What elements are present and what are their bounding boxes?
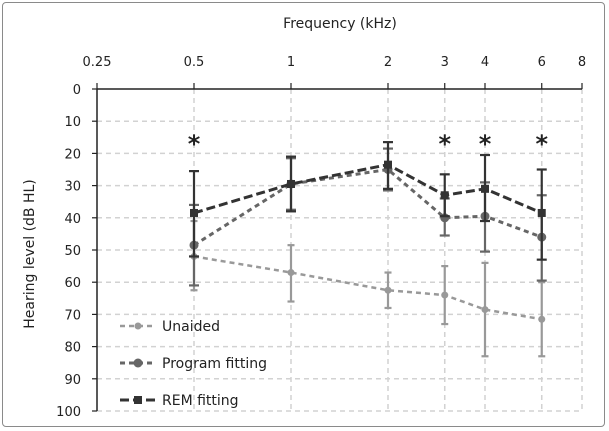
- y-tick-label: 50: [64, 244, 81, 259]
- y-tick-label: 10: [64, 115, 81, 130]
- x-tick-label: 6: [538, 55, 546, 70]
- series-line: [193, 167, 543, 247]
- significance-asterisk: *: [438, 130, 451, 158]
- x-tick-label: 0.25: [83, 55, 112, 70]
- axes: 0 10 20 30 40 50 60 70 80 90 100 0.25 0.5 1 2 3 4 6 8: [56, 55, 586, 420]
- y-tick-label: 60: [64, 276, 81, 291]
- x-tick-label: 8: [578, 55, 586, 70]
- significance-asterisk: *: [479, 130, 492, 158]
- significance-asterisk: *: [188, 130, 201, 158]
- series-line: [193, 255, 542, 321]
- data-point: [440, 191, 449, 200]
- x-tick-label: 3: [441, 55, 449, 70]
- y-tick-label: 70: [64, 308, 81, 323]
- data-point: [287, 269, 295, 277]
- legend-item: REM fitting: [120, 393, 239, 409]
- data-point: [384, 286, 392, 294]
- significance-markers: * * * *: [188, 130, 549, 158]
- chart-frame: [2, 2, 605, 427]
- data-point: [287, 179, 295, 188]
- series-rem-fitting: [189, 141, 547, 261]
- series-layer: [189, 141, 547, 358]
- x-tick-label: 4: [481, 55, 489, 70]
- y-tick-label: 80: [64, 341, 81, 356]
- data-point: [481, 306, 489, 314]
- data-point: [538, 315, 546, 323]
- y-tick-label: 0: [73, 83, 81, 98]
- series-line: [193, 163, 543, 215]
- legend-item: Unaided: [120, 319, 220, 335]
- data-point: [537, 208, 546, 217]
- y-tick-label: 90: [64, 373, 81, 388]
- data-point: [481, 184, 489, 193]
- legend-label: REM fitting: [162, 393, 239, 409]
- legend-swatch-marker: [133, 358, 143, 368]
- series-unaided: [190, 219, 546, 358]
- y-tick-label: 100: [56, 405, 81, 420]
- legend-item: Program fitting: [120, 356, 267, 372]
- x-tick-label: 1: [287, 55, 295, 70]
- data-point: [441, 291, 449, 299]
- legend-swatch-marker: [134, 322, 142, 330]
- y-tick-label: 40: [64, 212, 81, 227]
- legend-swatch-marker: [134, 396, 142, 404]
- x-tick-label: 2: [384, 55, 392, 70]
- y-axis-title: Hearing level (dB HL): [22, 179, 38, 329]
- data-point: [384, 160, 392, 169]
- significance-asterisk: *: [535, 130, 548, 158]
- x-axis-title: Frequency (kHz): [283, 16, 397, 32]
- legend-label: Unaided: [162, 319, 220, 335]
- legend-label: Program fitting: [162, 356, 267, 372]
- y-tick-label: 30: [64, 180, 81, 195]
- x-tick-label: 0.5: [184, 55, 205, 70]
- legend: Unaided Program fitting REM fitting: [120, 319, 267, 409]
- data-point: [190, 208, 198, 217]
- y-tick-label: 20: [64, 147, 81, 162]
